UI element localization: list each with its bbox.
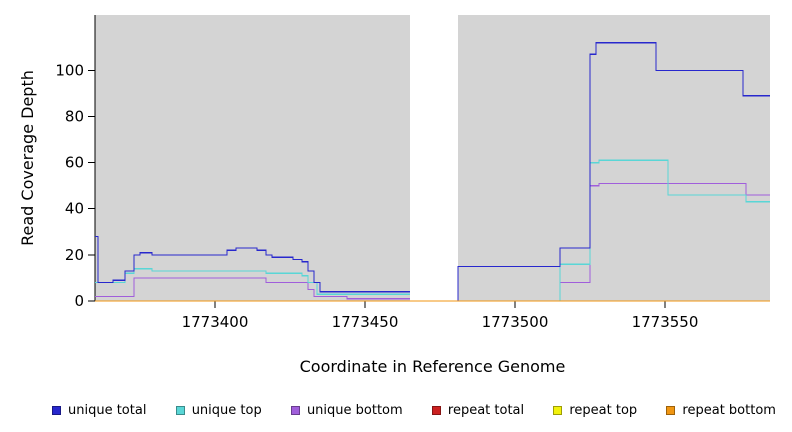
legend-swatch-unique-total xyxy=(52,405,61,415)
y-tick-label: 100 xyxy=(55,61,84,79)
panel-region xyxy=(95,15,410,301)
legend-item-unique-bottom: unique bottom xyxy=(290,402,403,418)
legend-label-unique-total: unique total xyxy=(68,402,147,418)
legend-item-repeat-top: repeat top xyxy=(553,403,637,418)
series-line-unique-top xyxy=(458,159,770,302)
legend-label-unique-bottom: unique bottom xyxy=(306,402,403,418)
x-tick-label: 1773500 xyxy=(482,313,549,331)
y-axis-title: Read Coverage Depth xyxy=(18,70,37,246)
y-tick-label: 80 xyxy=(65,108,84,126)
x-axis-title: Coordinate in Reference Genome xyxy=(299,357,566,376)
y-tick-label: 40 xyxy=(65,200,84,218)
legend-swatch-repeat-top xyxy=(553,405,563,415)
legend-item-repeat-bottom: repeat bottom xyxy=(666,403,776,418)
y-tick-label: 0 xyxy=(74,292,84,310)
series-line-unique-total xyxy=(95,235,410,293)
legend-item-unique-top: unique top xyxy=(175,402,262,418)
panel-region xyxy=(458,15,770,301)
legend-label-repeat-top: repeat top xyxy=(569,402,638,418)
legend-swatch-unique-top xyxy=(175,405,185,415)
legend-swatch-repeat-total xyxy=(431,405,441,415)
x-tick-label: 1773450 xyxy=(332,313,399,331)
legend-swatch-unique-bottom xyxy=(290,405,300,415)
y-tick-label: 20 xyxy=(65,246,84,264)
series-line-unique-bottom xyxy=(95,277,410,300)
series-line-unique-top xyxy=(95,268,410,295)
legend: unique total unique top unique bottom re… xyxy=(0,398,792,422)
legend-label-repeat-bottom: repeat bottom xyxy=(682,402,776,418)
legend-label-repeat-total: repeat total xyxy=(447,402,525,418)
legend-item-repeat-total: repeat total xyxy=(431,402,525,418)
x-tick-label: 1773400 xyxy=(182,313,249,331)
legend-item-unique-total: unique total xyxy=(52,403,146,418)
series-line-unique-total xyxy=(457,42,770,301)
y-tick-label: 60 xyxy=(65,154,84,172)
legend-swatch-repeat-bottom xyxy=(666,405,676,415)
x-tick-label: 1773550 xyxy=(632,313,699,331)
legend-label-unique-top: unique top xyxy=(191,402,262,418)
